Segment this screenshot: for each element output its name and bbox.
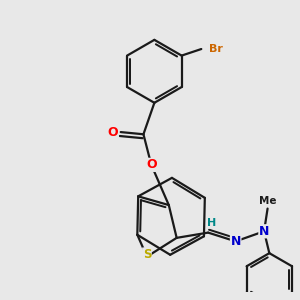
Text: H: H [207, 218, 216, 228]
Text: Me: Me [259, 196, 276, 206]
Text: O: O [107, 126, 118, 139]
Text: N: N [259, 225, 269, 238]
Text: Br: Br [209, 44, 223, 54]
Text: O: O [146, 158, 157, 171]
Text: S: S [143, 248, 151, 261]
Text: N: N [230, 235, 241, 248]
